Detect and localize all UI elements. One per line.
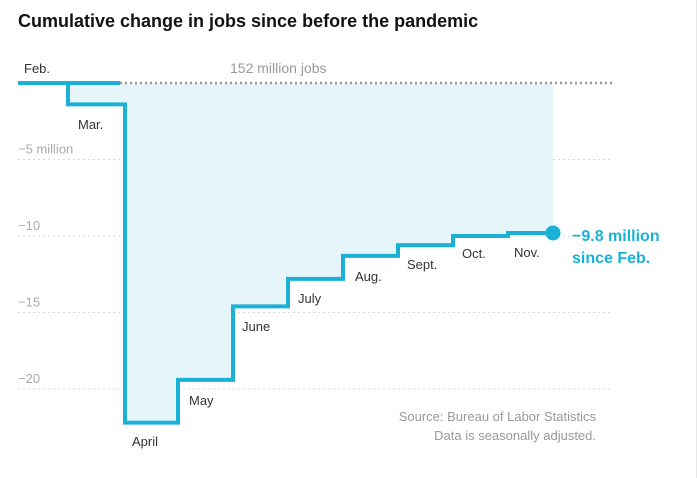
y-tick-label: −10 xyxy=(18,218,40,233)
y-tick-label: −5 million xyxy=(18,142,73,157)
month-label: April xyxy=(132,434,158,449)
y-axis-tick-labels: −5 million −10 −15 −20 xyxy=(18,142,73,387)
month-labels: Feb. Mar. April May June July Aug. Sept. Oct. Nov… xyxy=(24,61,540,449)
source-note: Data is seasonally adjusted. xyxy=(434,428,596,443)
month-label: June xyxy=(242,319,270,334)
source-line: Source: Bureau of Labor Statistics xyxy=(399,409,597,424)
month-label: Mar. xyxy=(78,117,103,132)
chart-title: Cumulative change in jobs since before t… xyxy=(18,11,478,31)
end-label-caption: since Feb. xyxy=(572,250,650,267)
jobs-step-line xyxy=(18,81,553,425)
month-label: Feb. xyxy=(24,61,50,76)
reference-label: 152 million jobs xyxy=(230,60,327,76)
month-label: Oct. xyxy=(462,246,486,261)
month-label: Nov. xyxy=(514,245,540,260)
month-label: Sept. xyxy=(407,257,437,272)
month-label: Aug. xyxy=(355,269,382,284)
month-label: May xyxy=(189,393,214,408)
end-label-value: −9.8 million xyxy=(572,228,660,245)
cumulative-loss-area xyxy=(18,83,553,423)
y-tick-label: −20 xyxy=(18,371,40,386)
y-tick-label: −15 xyxy=(18,295,40,310)
month-label: July xyxy=(298,291,322,306)
latest-value-marker xyxy=(545,225,561,241)
